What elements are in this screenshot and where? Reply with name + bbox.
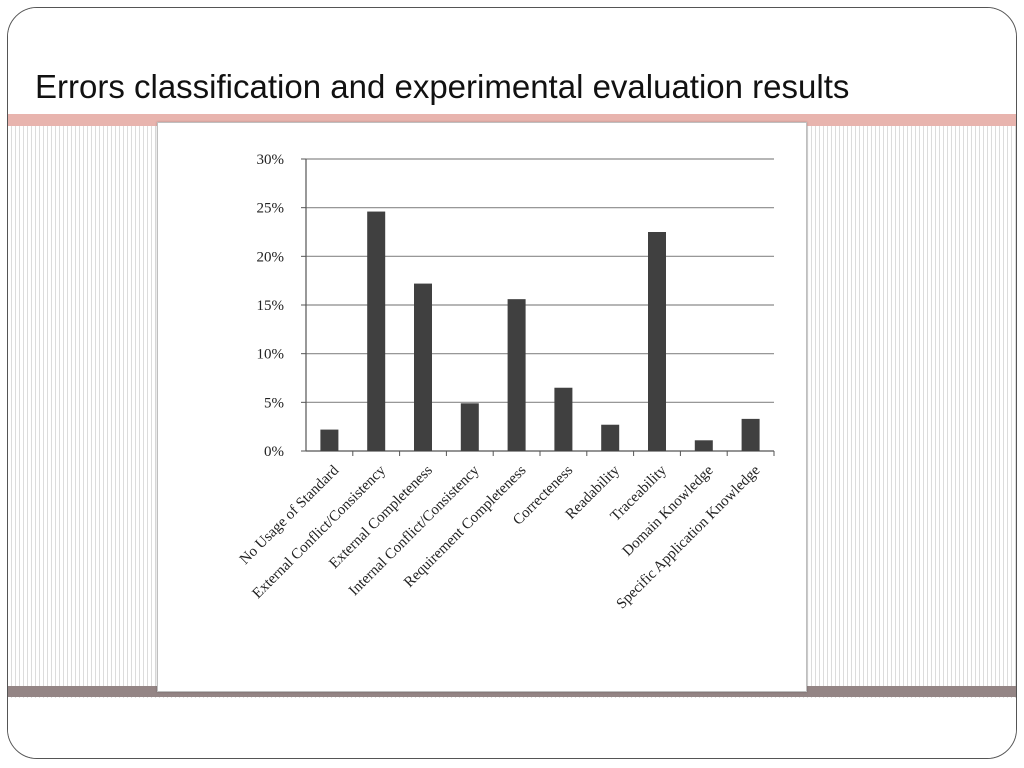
bar xyxy=(694,440,713,451)
y-tick-label: 15% xyxy=(257,298,285,314)
bar xyxy=(741,418,760,451)
slide-frame: Errors classification and experimental e… xyxy=(7,7,1017,759)
bar xyxy=(648,232,666,451)
chart-frame: 0% 5% 10% 15% 20% 25% 30% No Usage of Standard E… xyxy=(157,122,807,692)
bar xyxy=(601,424,620,451)
y-tick-label: 30% xyxy=(257,152,285,168)
title-area: Errors classification and experimental e… xyxy=(8,8,1016,114)
y-tick-label: 10% xyxy=(257,347,285,363)
y-tick-label: 20% xyxy=(257,249,285,265)
bar xyxy=(554,387,573,451)
x-tick-label: Domain Knowledge xyxy=(620,462,717,559)
bar xyxy=(367,211,386,451)
y-tick-label: 0% xyxy=(264,444,284,460)
footer-area xyxy=(8,698,1016,758)
bar xyxy=(460,403,479,451)
bar xyxy=(507,299,526,451)
bar xyxy=(320,429,339,451)
bar-chart: 0%5%10%15%20%25%30%No Usage of StandardE… xyxy=(237,152,775,612)
slide-title: Errors classification and experimental e… xyxy=(35,68,850,105)
y-tick-label: 25% xyxy=(257,201,285,217)
y-tick-label: 5% xyxy=(264,395,284,411)
bar xyxy=(414,283,432,451)
